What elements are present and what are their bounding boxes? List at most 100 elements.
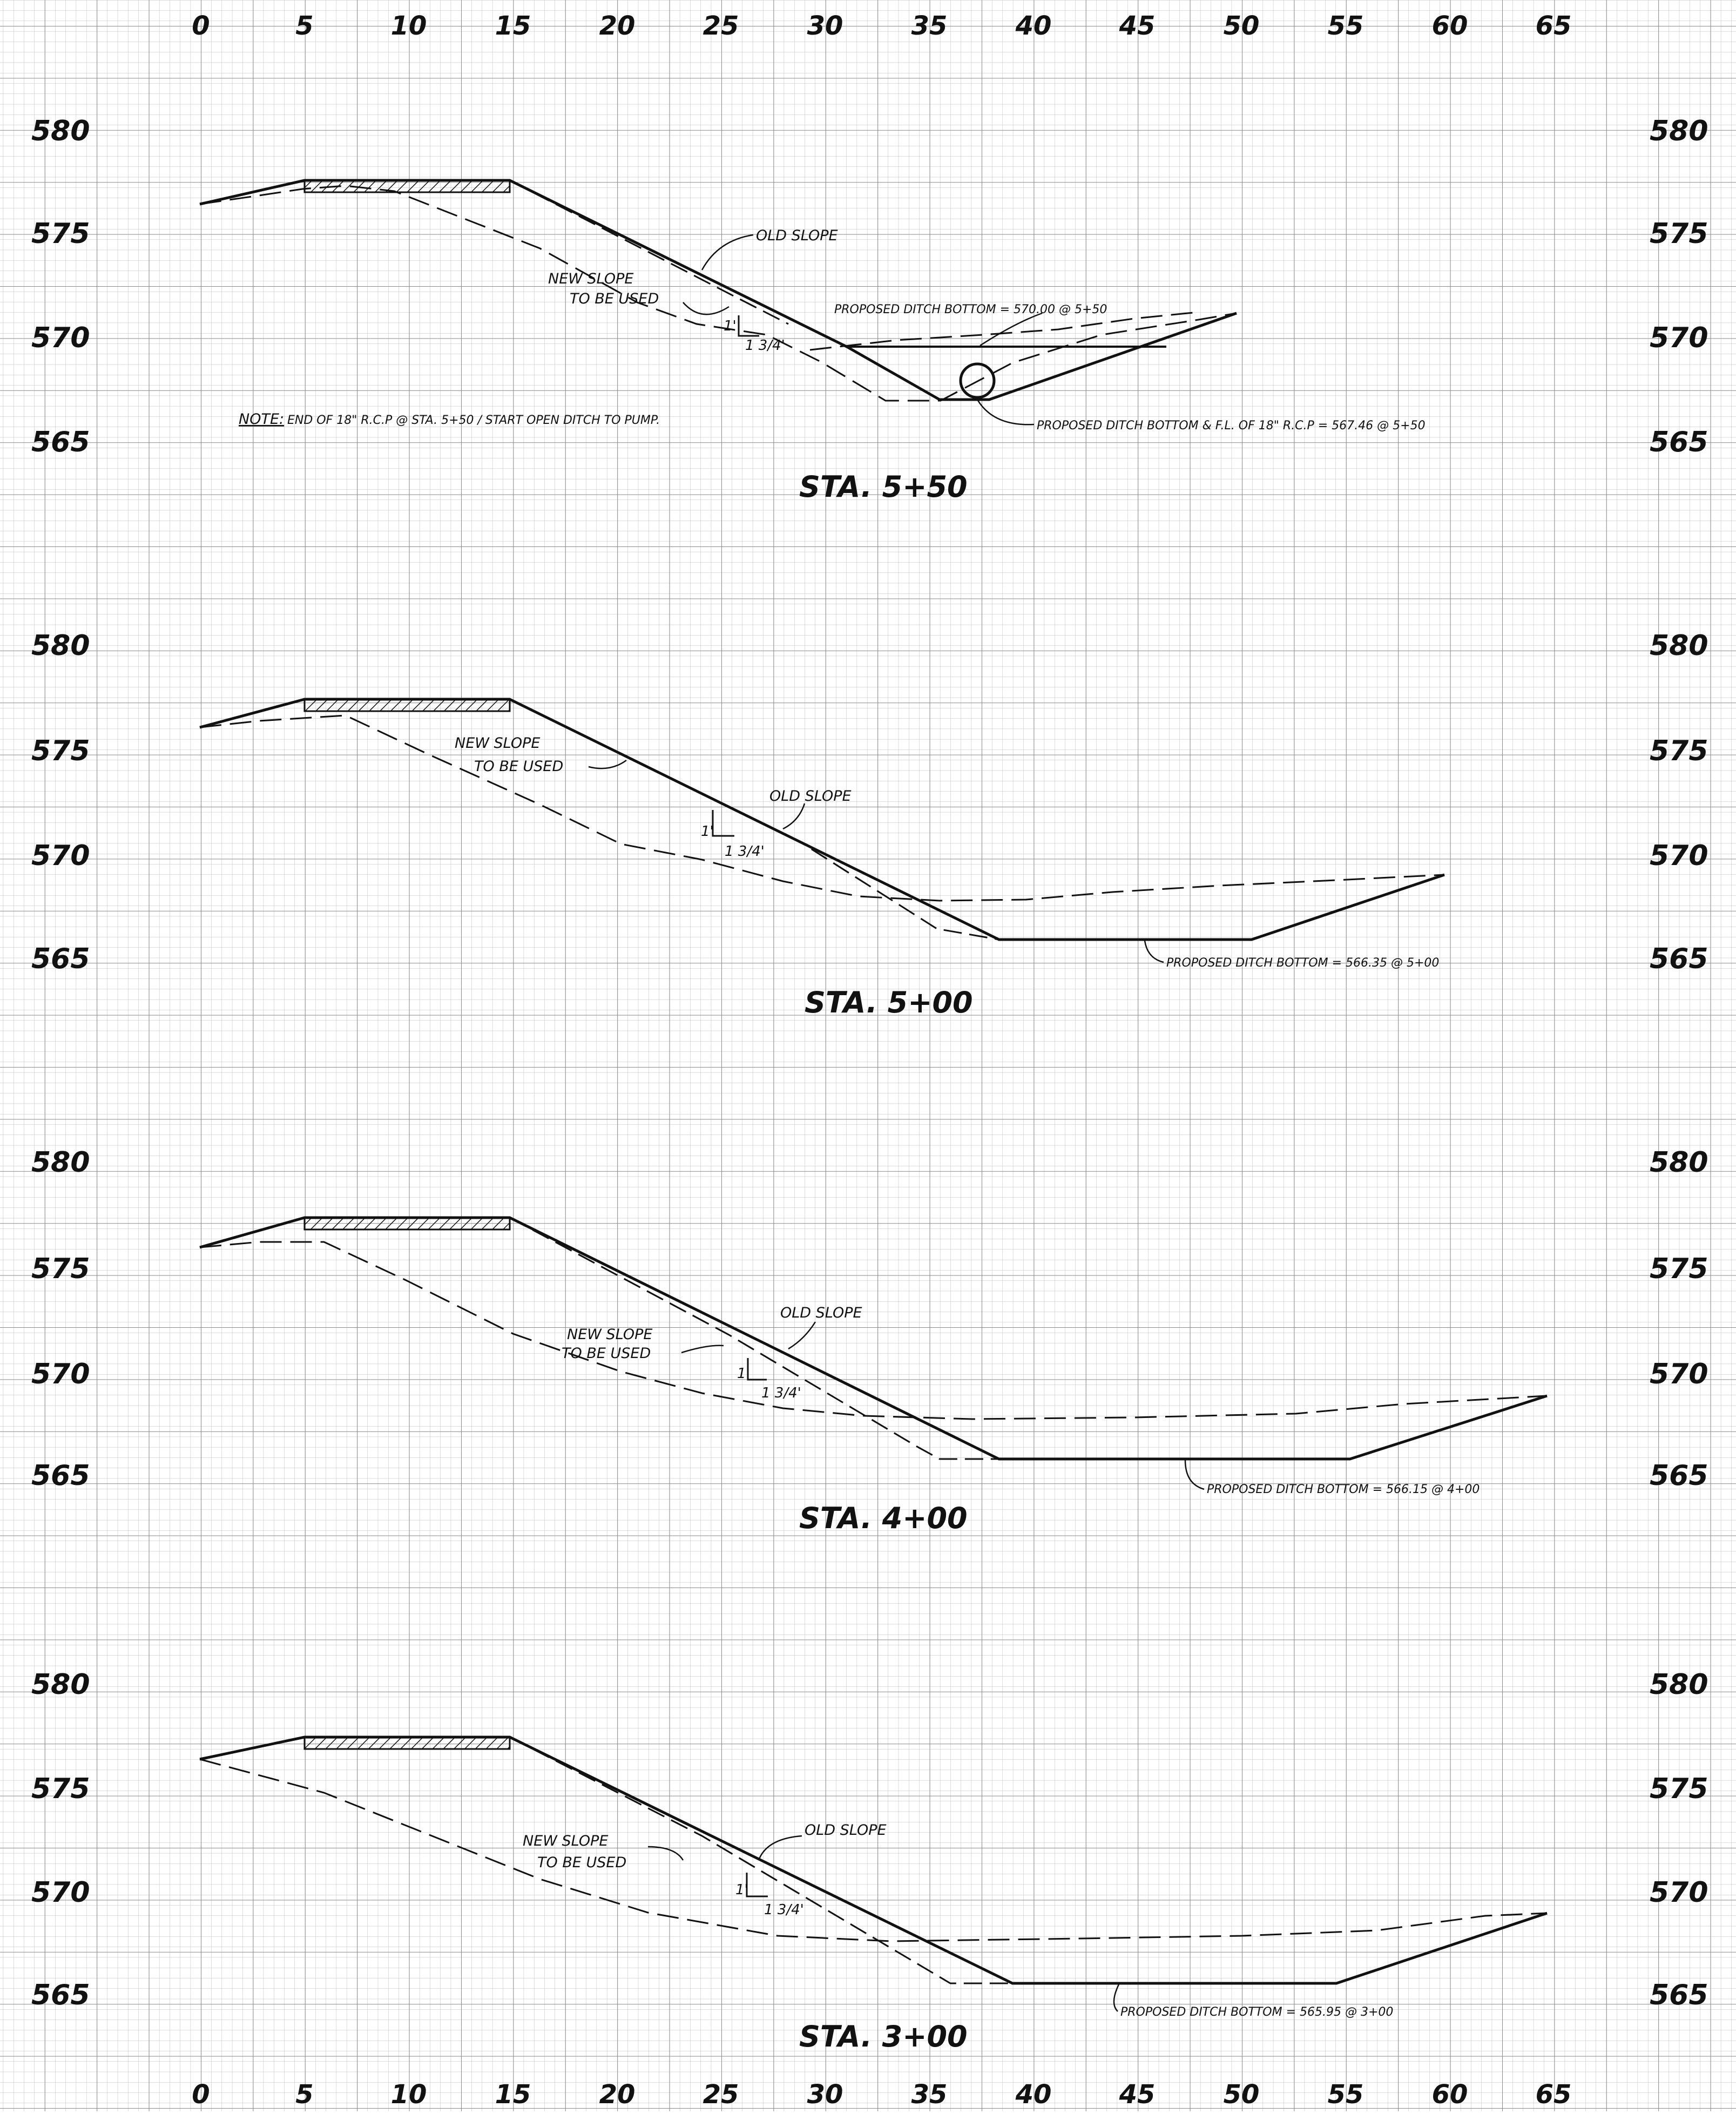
elevation-570: 570 bbox=[31, 1876, 90, 1909]
top-axis-labels: 0 5 10 15 20 25 30 35 40 45 50 55 60 65 bbox=[192, 11, 1571, 41]
slope-rise-label: 1' bbox=[735, 1882, 748, 1898]
new-slope-label: NEW SLOPE bbox=[548, 271, 633, 287]
elevation-565: 565 bbox=[1650, 426, 1708, 458]
elevation-565: 565 bbox=[31, 1979, 90, 2011]
top-tick-45: 45 bbox=[1119, 11, 1156, 41]
elevation-565: 565 bbox=[1650, 1979, 1708, 2011]
elevation-580: 580 bbox=[31, 1146, 90, 1179]
new-slope-label-line2: TO BE USED bbox=[474, 758, 563, 775]
elevation-570: 570 bbox=[31, 1358, 90, 1390]
bottom-tick-60: 60 bbox=[1432, 2079, 1468, 2110]
bottom-tick-50: 50 bbox=[1224, 2079, 1260, 2110]
bottom-tick-65: 65 bbox=[1536, 2079, 1572, 2110]
top-tick-65: 65 bbox=[1536, 11, 1572, 41]
elevation-575: 575 bbox=[31, 218, 90, 250]
slope-run-label: 1 3/4' bbox=[761, 1385, 801, 1401]
station-title: STA. 3+00 bbox=[799, 2020, 968, 2054]
slope-rise-label: 1' bbox=[701, 823, 714, 840]
elevation-570: 570 bbox=[1650, 322, 1708, 354]
top-tick-5: 5 bbox=[295, 11, 313, 41]
bottom-tick-40: 40 bbox=[1015, 2079, 1052, 2110]
elevation-575: 575 bbox=[1650, 735, 1708, 767]
elevation-575: 575 bbox=[1650, 218, 1708, 250]
new-slope-leader bbox=[681, 1345, 724, 1354]
elevation-580: 580 bbox=[31, 115, 90, 147]
new-slope-leader bbox=[683, 302, 729, 315]
slope-run-label: 1 3/4' bbox=[745, 337, 785, 354]
bottom-tick-20: 20 bbox=[599, 2079, 636, 2110]
elevation-570: 570 bbox=[1650, 1876, 1708, 1909]
rcp-pipe bbox=[959, 362, 996, 399]
hatched-pavement bbox=[303, 1217, 511, 1231]
old-slope-label: OLD SLOPE bbox=[756, 227, 838, 244]
top-tick-35: 35 bbox=[911, 11, 948, 41]
top-tick-40: 40 bbox=[1015, 11, 1052, 41]
new-slope-profile bbox=[199, 1216, 1548, 1461]
elevation-580: 580 bbox=[1650, 1146, 1708, 1179]
old-slope-label: OLD SLOPE bbox=[769, 788, 852, 805]
top-tick-25: 25 bbox=[703, 11, 739, 41]
bottom-tick-55: 55 bbox=[1328, 2079, 1364, 2110]
elevation-575: 575 bbox=[1650, 1773, 1708, 1805]
new-slope-profile bbox=[199, 1735, 1548, 1985]
old-slope-line bbox=[509, 179, 789, 325]
ditch-bottom-callout-lower: PROPOSED DITCH BOTTOM & F.L. OF 18" R.C.… bbox=[1037, 419, 1426, 433]
top-tick-15: 15 bbox=[495, 11, 531, 41]
old-slope-leader bbox=[782, 803, 806, 830]
station-title: STA. 5+50 bbox=[799, 470, 968, 504]
old-slope-leader bbox=[788, 1321, 816, 1350]
section-sta-4-00: 580 575 570 565 580 575 570 565 1' 1 3/4… bbox=[31, 1146, 1708, 1535]
existing-ground-line bbox=[199, 185, 1237, 402]
elevation-565: 565 bbox=[31, 426, 90, 458]
ditch-bottom-leader-lower bbox=[976, 399, 1035, 425]
elevation-565: 565 bbox=[31, 1460, 90, 1492]
bottom-tick-45: 45 bbox=[1119, 2079, 1156, 2110]
bottom-tick-15: 15 bbox=[495, 2079, 531, 2110]
section-sta-5-50: 580 575 570 565 580 575 570 565 1' 1 3/4… bbox=[31, 115, 1708, 504]
bottom-tick-0: 0 bbox=[192, 2079, 210, 2110]
old-slope-label: OLD SLOPE bbox=[805, 1822, 887, 1839]
ditch-bottom-callout-upper: PROPOSED DITCH BOTTOM = 570.00 @ 5+50 bbox=[834, 303, 1107, 316]
old-slope-leader bbox=[758, 1835, 802, 1861]
slope-rise-label: 1' bbox=[737, 1366, 750, 1382]
elevation-565: 565 bbox=[1650, 1460, 1708, 1492]
elevation-labels-right: 580 575 570 565 bbox=[1650, 1669, 1708, 2011]
top-tick-55: 55 bbox=[1328, 11, 1364, 41]
elevation-labels-left: 580 575 570 565 bbox=[31, 1669, 90, 2011]
station-title: STA. 4+00 bbox=[799, 1501, 968, 1535]
note-label: NOTE: bbox=[239, 411, 284, 428]
elevation-580: 580 bbox=[31, 630, 90, 662]
elevation-labels-left: 580 575 570 565 bbox=[31, 115, 90, 458]
note-text: END OF 18" R.C.P @ STA. 5+50 / START OPE… bbox=[287, 414, 660, 427]
elevation-labels-right: 580 575 570 565 bbox=[1650, 1146, 1708, 1492]
elevation-575: 575 bbox=[1650, 1253, 1708, 1285]
new-slope-leader bbox=[647, 1846, 684, 1861]
existing-ground-line bbox=[199, 1758, 1548, 1942]
elevation-570: 570 bbox=[31, 322, 90, 354]
bottom-tick-30: 30 bbox=[807, 2079, 843, 2110]
elevation-580: 580 bbox=[1650, 1669, 1708, 1701]
bottom-tick-35: 35 bbox=[911, 2079, 948, 2110]
ditch-bottom-leader bbox=[1184, 1460, 1205, 1490]
ditch-bottom-leader bbox=[1144, 940, 1164, 963]
elevation-565: 565 bbox=[1650, 943, 1708, 975]
new-slope-label-line2: TO BE USED bbox=[537, 1854, 626, 1871]
old-slope-line bbox=[509, 1217, 999, 1460]
elevation-575: 575 bbox=[31, 1253, 90, 1285]
elevation-labels-right: 580 575 570 565 bbox=[1650, 115, 1708, 458]
elevation-labels-left: 580 575 570 565 bbox=[31, 630, 90, 975]
bottom-axis-labels: 0 5 10 15 20 25 30 35 40 45 50 55 60 65 bbox=[192, 2079, 1571, 2110]
new-slope-label: NEW SLOPE bbox=[455, 735, 540, 752]
slope-triangle bbox=[746, 1873, 768, 1897]
ditch-bottom-callout: PROPOSED DITCH BOTTOM = 566.35 @ 5+00 bbox=[1166, 956, 1439, 970]
top-tick-30: 30 bbox=[807, 11, 843, 41]
elevation-570: 570 bbox=[1650, 840, 1708, 872]
old-slope-line bbox=[509, 698, 999, 941]
elevation-580: 580 bbox=[31, 1669, 90, 1701]
old-slope-leader bbox=[701, 234, 754, 271]
slope-run-label: 1 3/4' bbox=[725, 843, 765, 860]
old-slope-line bbox=[509, 1736, 1012, 1984]
